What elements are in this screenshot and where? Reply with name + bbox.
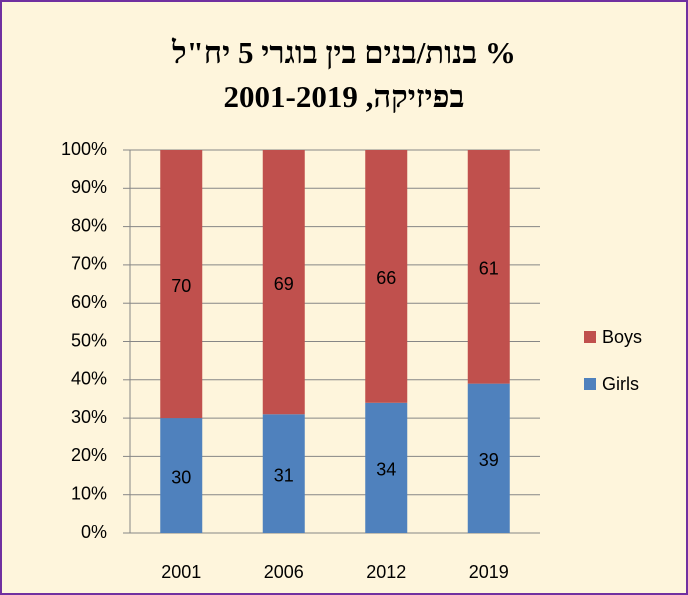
bar-segment <box>160 418 203 533</box>
y-tick-label: 50% <box>71 330 107 350</box>
y-tick-label: 100% <box>61 139 107 159</box>
chart-title: % בנות/בנים בין בוגרי 5 יח"ל <box>171 35 516 70</box>
data-label: 61 <box>479 259 499 279</box>
x-tick-label: 2001 <box>161 562 201 582</box>
legend-swatch <box>584 378 596 390</box>
y-tick-label: 80% <box>71 215 107 235</box>
x-tick-label: 2019 <box>469 562 509 582</box>
bar-segment <box>365 402 408 533</box>
bar-segment <box>365 150 408 403</box>
y-tick-label: 10% <box>71 483 107 503</box>
y-tick-label: 70% <box>71 254 107 274</box>
data-label: 66 <box>376 268 396 288</box>
y-tick-label: 30% <box>71 407 107 427</box>
data-label: 34 <box>376 460 396 480</box>
x-tick-label: 2012 <box>366 562 406 582</box>
legend-label: Boys <box>602 327 642 347</box>
y-tick-label: 90% <box>71 177 107 197</box>
bar-segment <box>467 383 510 533</box>
bar-segment <box>262 414 305 533</box>
y-tick-label: 60% <box>71 292 107 312</box>
bar-segment <box>262 150 305 415</box>
y-tick-label: 20% <box>71 445 107 465</box>
bar-segment <box>160 150 203 419</box>
legend-swatch <box>584 331 596 343</box>
y-tick-label: 40% <box>71 369 107 389</box>
data-label: 31 <box>274 465 294 485</box>
legend-label: Girls <box>602 374 639 394</box>
data-label: 70 <box>171 276 191 296</box>
data-label: 30 <box>171 467 191 487</box>
y-tick-label: 0% <box>81 522 107 542</box>
data-label: 69 <box>274 274 294 294</box>
bar-segment <box>467 150 510 384</box>
x-tick-label: 2006 <box>264 562 304 582</box>
chart-title: בפיזיקה, 2001-2019 <box>224 79 465 114</box>
data-label: 39 <box>479 450 499 470</box>
